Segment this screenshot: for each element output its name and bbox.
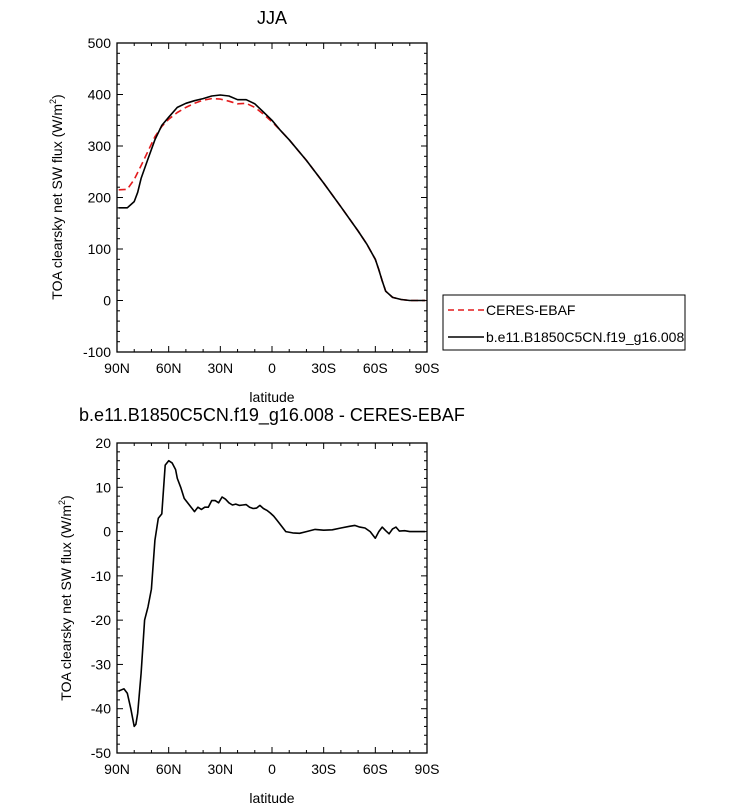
x-tick-label: 90N — [104, 360, 130, 376]
y-tick-label: 200 — [88, 190, 112, 206]
top-plot: JJA -100 0 100 200 300 400 500 90N 60N 30N 0 30S 60… — [48, 8, 439, 405]
x-tick-label: 90S — [415, 360, 440, 376]
top-plot-frame — [116, 42, 428, 353]
x-tick-label: 30S — [311, 360, 336, 376]
x-tick-label: 0 — [268, 761, 276, 777]
y-tick-label: -10 — [91, 568, 111, 584]
x-tick-label: 60S — [363, 761, 388, 777]
x-tick-label: 30N — [207, 360, 233, 376]
top-plot-x-ticks: 90N 60N 30N 0 30S 60S 90S — [104, 43, 439, 376]
series-line-b-e11-b1850c5cn-f19-g16-008 — [118, 94, 426, 302]
y-tick-label: -20 — [91, 612, 111, 628]
y-tick-label: -50 — [91, 745, 111, 761]
y-tick-label: -100 — [83, 344, 111, 360]
bottom-plot-series — [118, 459, 426, 728]
y-tick-label: 100 — [88, 241, 112, 257]
bottom-plot-title: b.e11.B1850C5CN.f19_g16.008 - CERES-EBAF — [79, 405, 465, 426]
y-tick-label: 500 — [88, 35, 112, 51]
top-plot-y-axis-title-close: ) — [49, 94, 65, 99]
bottom-plot-y-axis-title-superscript: 2 — [57, 500, 67, 505]
x-tick-label: 30S — [311, 761, 336, 777]
y-tick-label: 0 — [103, 524, 111, 540]
series-line-difference — [118, 459, 426, 728]
bottom-plot-x-ticks: 90N 60N 30N 0 30S 60S 90S — [104, 443, 439, 777]
y-tick-label: 20 — [95, 435, 111, 451]
bottom-plot-y-ticks: -50 -40 -30 -20 -10 0 10 20 — [91, 435, 427, 761]
y-tick-label: 10 — [95, 479, 111, 495]
top-plot-y-axis-title: TOA clearsky net SW flux (W/m2) — [48, 94, 65, 299]
top-plot-y-axis-title-main: TOA clearsky net SW flux (W/m — [49, 104, 65, 300]
bottom-plot-y-axis-title-main: TOA clearsky net SW flux (W/m — [58, 505, 74, 701]
bottom-plot-x-axis-title: latitude — [249, 790, 294, 806]
legend-label-ceres-ebaf: CERES-EBAF — [486, 302, 575, 318]
top-plot-y-ticks: -100 0 100 200 300 400 500 — [83, 35, 427, 360]
x-tick-label: 30N — [207, 761, 233, 777]
bottom-plot-y-axis-title-close: ) — [58, 495, 74, 500]
y-tick-label: 400 — [88, 87, 112, 103]
bottom-plot: b.e11.B1850C5CN.f19_g16.008 - CERES-EBAF… — [57, 405, 465, 806]
top-plot-x-axis-title: latitude — [249, 389, 294, 405]
y-tick-label: 0 — [103, 293, 111, 309]
x-tick-label: 60S — [363, 360, 388, 376]
y-tick-label: -30 — [91, 656, 111, 672]
y-tick-label: -40 — [91, 701, 111, 717]
top-plot-y-axis-title-superscript: 2 — [48, 99, 58, 104]
legend-box — [442, 294, 686, 351]
top-plot-title: JJA — [257, 8, 287, 28]
legend-label-model: b.e11.B1850C5CN.f19_g16.008 — [486, 329, 684, 345]
x-tick-label: 0 — [268, 360, 276, 376]
x-tick-label: 60N — [156, 360, 182, 376]
x-tick-label: 90N — [104, 761, 130, 777]
bottom-plot-y-axis-title: TOA clearsky net SW flux (W/m2) — [57, 495, 74, 700]
y-tick-label: 300 — [88, 138, 112, 154]
x-tick-label: 90S — [415, 761, 440, 777]
legend: CERES-EBAF b.e11.B1850C5CN.f19_g16.008 — [442, 294, 686, 351]
top-plot-series — [118, 94, 426, 302]
x-tick-label: 60N — [156, 761, 182, 777]
